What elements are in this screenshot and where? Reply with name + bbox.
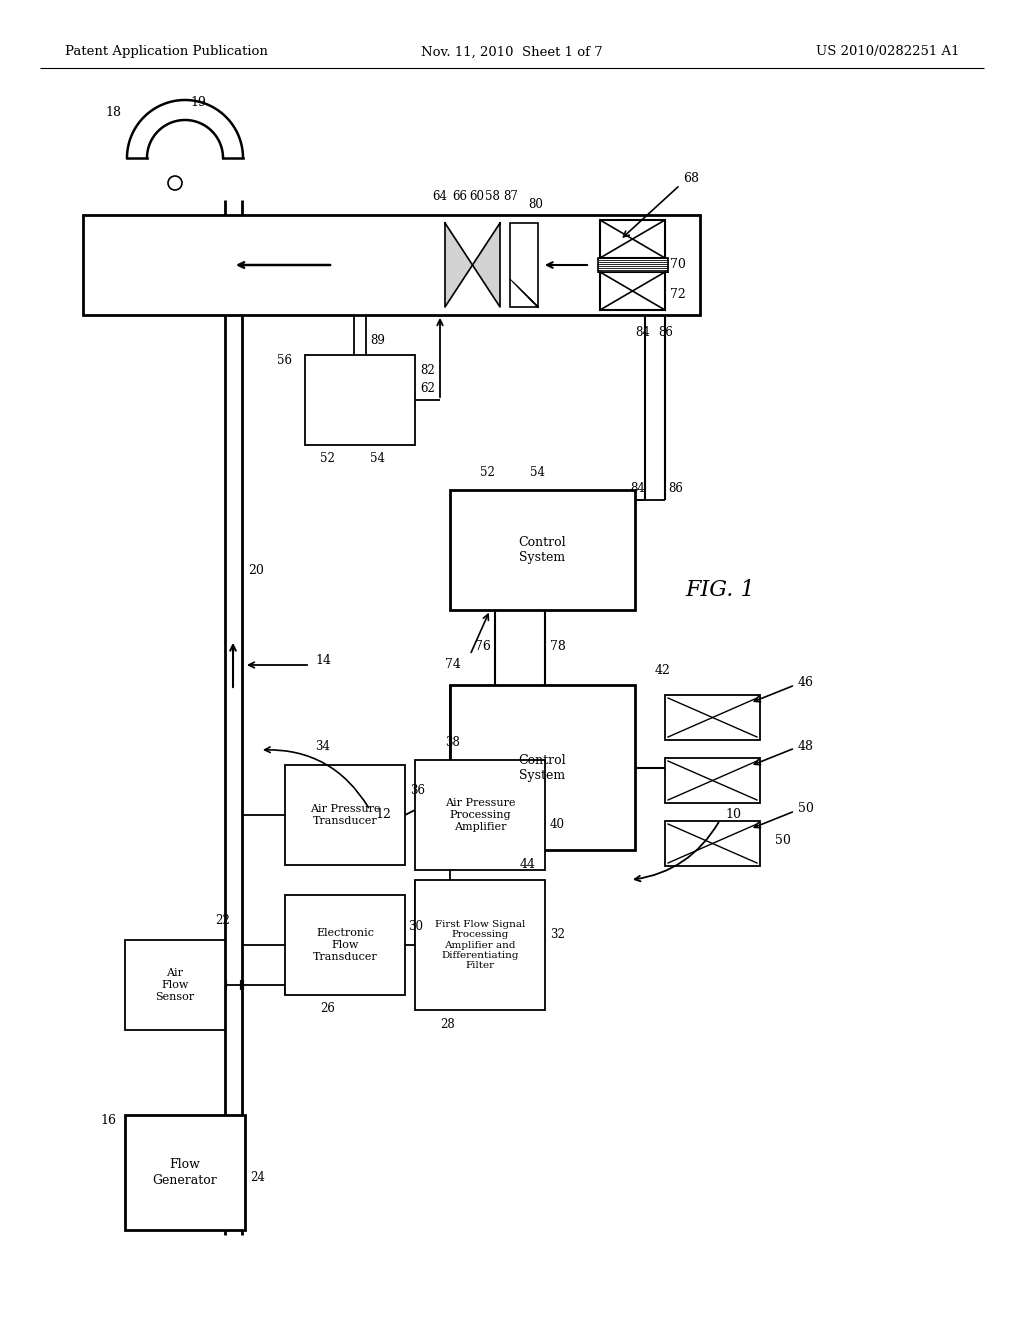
Text: Control
System: Control System <box>519 754 566 781</box>
Text: 84: 84 <box>630 482 645 495</box>
Text: 52: 52 <box>319 453 335 466</box>
Text: 60: 60 <box>469 190 484 203</box>
Text: 72: 72 <box>670 289 686 301</box>
Text: First Flow Signal
Processing
Amplifier and
Differentiating
Filter: First Flow Signal Processing Amplifier a… <box>435 920 525 970</box>
Text: 28: 28 <box>440 1018 455 1031</box>
Text: 18: 18 <box>105 107 121 120</box>
Text: 58: 58 <box>485 190 500 203</box>
Text: 26: 26 <box>319 1002 335 1015</box>
Text: 89: 89 <box>370 334 385 346</box>
Bar <box>665 758 760 803</box>
Text: US 2010/0282251 A1: US 2010/0282251 A1 <box>816 45 961 58</box>
Bar <box>285 766 406 865</box>
Text: 52: 52 <box>480 466 495 479</box>
Text: 10: 10 <box>725 808 741 821</box>
Text: 68: 68 <box>683 172 699 185</box>
Text: Air Pressure
Processing
Amplifier: Air Pressure Processing Amplifier <box>444 799 515 832</box>
Text: 48: 48 <box>798 739 814 752</box>
Bar <box>125 1115 245 1230</box>
Text: 38: 38 <box>445 735 460 748</box>
Bar <box>600 272 665 310</box>
Text: 44: 44 <box>520 858 536 870</box>
Bar <box>665 696 760 741</box>
Text: 87: 87 <box>503 190 518 203</box>
Bar <box>285 895 406 995</box>
Text: Control
System: Control System <box>519 536 566 564</box>
Bar <box>125 940 225 1030</box>
Bar <box>83 215 700 315</box>
Text: Nov. 11, 2010  Sheet 1 of 7: Nov. 11, 2010 Sheet 1 of 7 <box>421 45 603 58</box>
Text: 20: 20 <box>248 564 264 577</box>
Text: Air Pressure
Transducer: Air Pressure Transducer <box>309 804 380 826</box>
Polygon shape <box>472 223 500 308</box>
Text: 22: 22 <box>215 913 229 927</box>
Text: Flow
Generator: Flow Generator <box>153 1159 217 1187</box>
Bar <box>665 821 760 866</box>
Text: 40: 40 <box>550 818 565 832</box>
Bar <box>600 220 665 257</box>
Bar <box>510 223 538 308</box>
Text: Air
Flow
Sensor: Air Flow Sensor <box>156 969 195 1002</box>
Text: 46: 46 <box>798 676 814 689</box>
Bar <box>305 355 415 445</box>
Text: 16: 16 <box>100 1114 116 1126</box>
Bar <box>415 760 545 870</box>
Text: 54: 54 <box>370 453 385 466</box>
Text: 12: 12 <box>375 808 391 821</box>
Text: 56: 56 <box>278 354 292 367</box>
Text: Electronic
Flow
Transducer: Electronic Flow Transducer <box>312 928 378 961</box>
Text: Patent Application Publication: Patent Application Publication <box>65 45 268 58</box>
Text: FIG. 1: FIG. 1 <box>685 579 755 601</box>
Text: 74: 74 <box>445 659 461 672</box>
Text: 78: 78 <box>550 640 566 653</box>
Text: 70: 70 <box>670 259 686 272</box>
Text: 86: 86 <box>658 326 673 339</box>
Text: 86: 86 <box>668 482 683 495</box>
Text: 84: 84 <box>635 326 650 339</box>
Text: 66: 66 <box>452 190 467 203</box>
Text: 50: 50 <box>775 834 791 847</box>
Text: 76: 76 <box>475 640 490 653</box>
Text: 62: 62 <box>420 381 435 395</box>
Bar <box>415 880 545 1010</box>
Bar <box>450 685 635 850</box>
Text: 34: 34 <box>315 741 330 754</box>
Text: 82: 82 <box>420 363 435 376</box>
Text: 32: 32 <box>550 928 565 941</box>
Text: 42: 42 <box>655 664 671 676</box>
Polygon shape <box>445 223 472 308</box>
Text: 14: 14 <box>315 653 331 667</box>
Text: 36: 36 <box>410 784 425 796</box>
Text: 80: 80 <box>528 198 543 211</box>
Text: 54: 54 <box>530 466 545 479</box>
Bar <box>450 490 635 610</box>
Text: 24: 24 <box>250 1171 265 1184</box>
Text: 64: 64 <box>432 190 447 203</box>
Bar <box>598 257 668 272</box>
Text: 19: 19 <box>190 96 206 110</box>
Text: 30: 30 <box>408 920 423 933</box>
Text: 50: 50 <box>798 803 814 816</box>
